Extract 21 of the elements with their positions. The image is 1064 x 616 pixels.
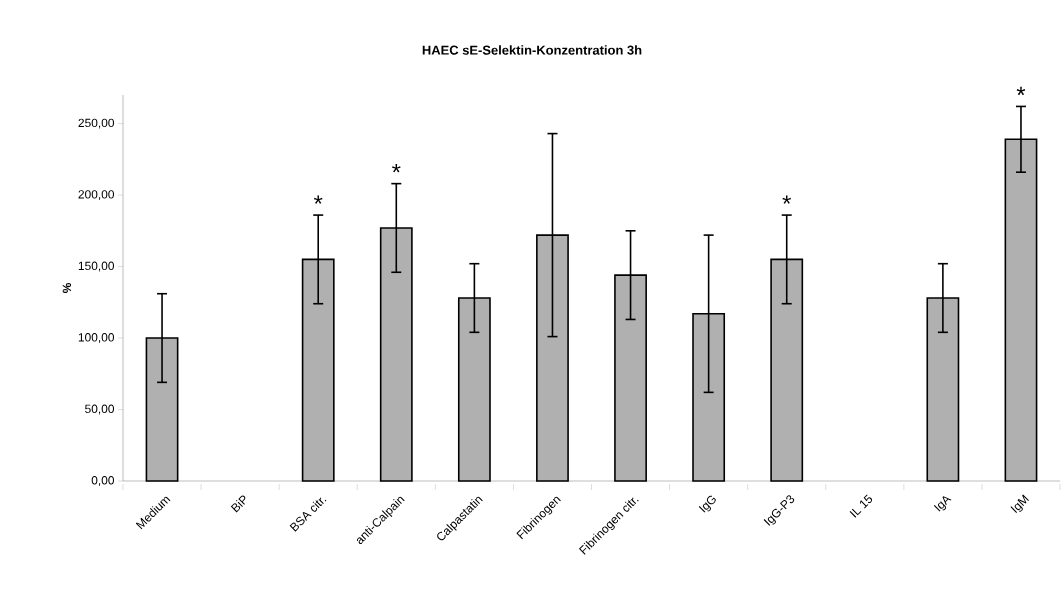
bar [301,258,335,482]
y-tick-label: 50,00 [85,404,115,415]
y-tick-label: 200,00 [78,190,115,201]
x-tick-label: BiP [230,495,246,513]
x-tick-label: IgA [933,496,952,512]
data-label: * [392,163,401,173]
data-label: * [313,195,323,204]
y-tick-label: 100,00 [78,333,115,343]
x-tick-label: IgG [698,495,716,513]
bar [770,258,804,482]
y-tick-label: 250,00 [78,118,115,129]
x-tick-label: IgM [1010,494,1029,513]
data-label: * [782,195,791,204]
y-tick-label: 0,00 [91,476,115,486]
y-tick-label: 150,00 [78,261,115,272]
bar [1004,138,1038,482]
chart-title: HAEC sE-Selektin-Konzentration 3h [422,45,642,55]
y-axis-title: % [62,283,72,294]
x-tick-label: BSA citr. [289,497,327,532]
data-label: * [1016,86,1026,96]
x-tick-label: IL 15 [849,494,873,518]
